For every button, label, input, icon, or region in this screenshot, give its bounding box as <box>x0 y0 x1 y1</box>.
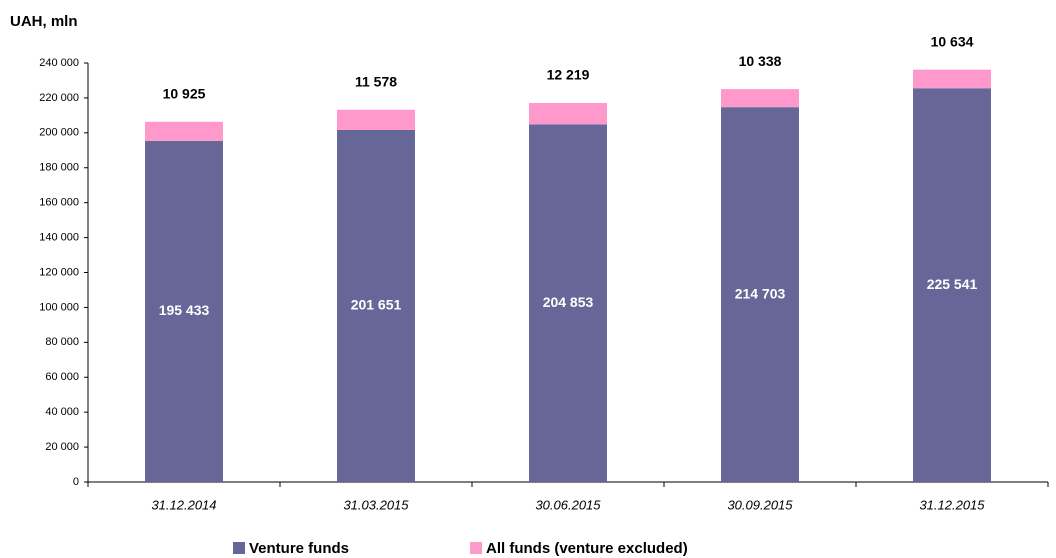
y-tick-label: 200 000 <box>39 127 79 139</box>
value-label: 10 634 <box>931 33 974 49</box>
legend-swatch <box>470 542 482 554</box>
bar-segment <box>721 107 799 483</box>
value-label: 204 853 <box>543 294 594 310</box>
y-tick-label: 100 000 <box>39 301 79 313</box>
y-tick-label: 40 000 <box>45 406 79 418</box>
x-tick-label: 30.09.2015 <box>727 497 793 512</box>
y-tick-label: 180 000 <box>39 162 79 174</box>
y-tick-label: 220 000 <box>39 92 79 104</box>
value-label: 201 651 <box>351 297 402 313</box>
legend-label: Venture funds <box>249 540 349 557</box>
bar-segment <box>529 124 607 482</box>
y-tick-label: 120 000 <box>39 266 79 278</box>
y-axis-label: UAH, mln <box>10 13 78 30</box>
value-label: 214 703 <box>735 285 786 301</box>
bar-segment <box>721 89 799 108</box>
bar-segment <box>145 140 223 482</box>
value-label: 11 578 <box>355 73 397 89</box>
bar-segment <box>913 69 991 89</box>
x-tick-label: 31.12.2015 <box>919 497 985 512</box>
legend-label: All funds (venture excluded) <box>486 540 688 557</box>
x-tick-label: 30.06.2015 <box>535 497 601 512</box>
bar-segment <box>913 88 991 482</box>
y-tick-label: 140 000 <box>39 231 79 243</box>
legend-swatch <box>233 542 245 554</box>
y-tick-label: 0 <box>73 476 79 488</box>
bar-segment <box>145 121 223 141</box>
value-label: 10 338 <box>739 53 782 69</box>
bar-segment <box>529 103 607 125</box>
y-tick-label: 20 000 <box>45 441 79 453</box>
y-tick-label: 80 000 <box>45 336 79 348</box>
value-label: 10 925 <box>163 85 206 101</box>
y-tick-label: 240 000 <box>39 57 79 69</box>
y-tick-label: 60 000 <box>45 371 79 383</box>
x-tick-label: 31.03.2015 <box>343 497 409 512</box>
value-label: 225 541 <box>927 276 978 292</box>
bar-segment <box>337 129 415 482</box>
y-tick-label: 160 000 <box>39 197 79 209</box>
x-tick-label: 31.12.2014 <box>151 497 216 512</box>
bar-segment <box>337 109 415 130</box>
value-label: 12 219 <box>547 67 590 83</box>
value-label: 195 433 <box>159 302 210 318</box>
